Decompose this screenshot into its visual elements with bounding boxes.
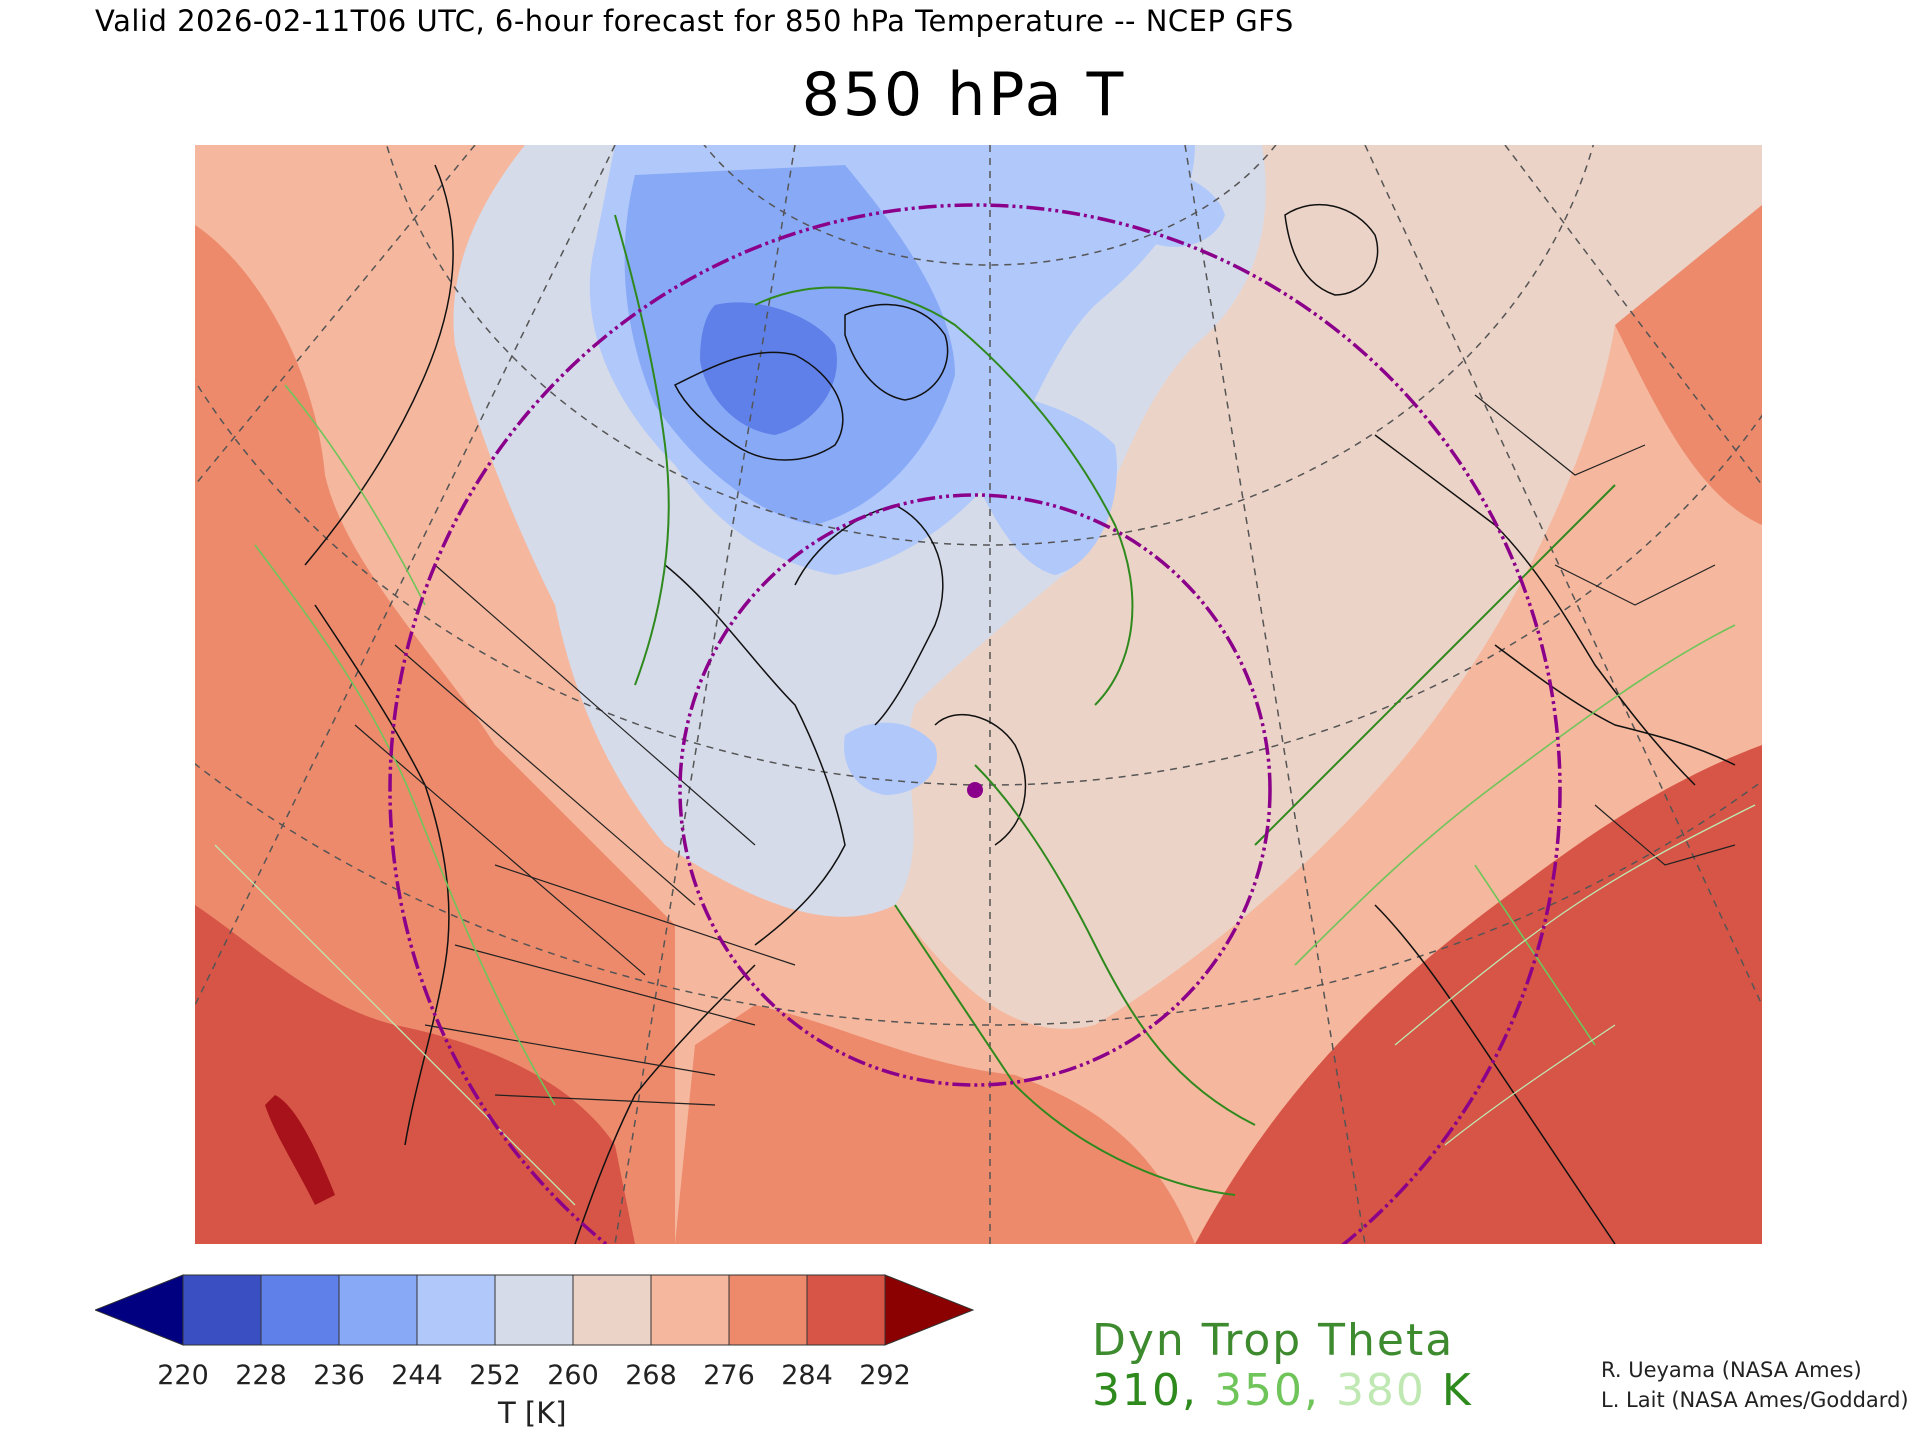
legend-unit: K (1425, 1365, 1473, 1416)
graticule (195, 145, 1762, 1244)
colorbar-segment (806, 1274, 886, 1346)
credits: R. Ueyama (NASA Ames) L. Lait (NASA Ames… (1601, 1355, 1909, 1415)
theta-310-contours (614, 214, 1616, 1196)
credit-line: L. Lait (NASA Ames/Goddard) (1601, 1388, 1909, 1412)
colorbar-segment (260, 1274, 340, 1346)
colorbar-segment (728, 1274, 808, 1346)
credit-line: R. Ueyama (NASA Ames) (1601, 1358, 1862, 1382)
southwest-extreme-spot (265, 1095, 335, 1205)
colorbar-segment (572, 1274, 652, 1346)
legend-separator: , (1303, 1365, 1336, 1416)
colorbar-tick-label: 268 (625, 1360, 677, 1391)
political-borders (354, 394, 1736, 1106)
valid-time-header: Valid 2026-02-11T06 UTC, 6-hour forecast… (95, 4, 1294, 38)
colorbar-underflow-triangle (95, 1274, 184, 1346)
hudson-cold-pool (844, 722, 937, 795)
colorbar (95, 1274, 975, 1346)
coastlines (304, 164, 1736, 1244)
colorbar-tick-label: 228 (235, 1360, 287, 1391)
canadian-archipelago-core (700, 302, 837, 435)
colorbar-tick-label: 284 (781, 1360, 833, 1391)
colorbar-tick-label: 244 (391, 1360, 443, 1391)
legend-values: 310, 350, 380 K (1092, 1365, 1473, 1416)
colorbar-tick-label: 292 (859, 1360, 911, 1391)
nw-arctic-patch (1126, 172, 1225, 247)
europe-warm-zone (1615, 205, 1762, 525)
colorbar-tick-label: 236 (313, 1360, 365, 1391)
colorbar-unit-label: T [K] (498, 1396, 567, 1430)
legend-value-310: 310 (1092, 1365, 1182, 1416)
range-rings (388, 203, 1562, 1244)
colorbar-segment (338, 1274, 418, 1346)
legend-value-380: 380 (1335, 1365, 1426, 1416)
map-panel[interactable] (195, 145, 1762, 1244)
colorbar-tick-label: 252 (469, 1360, 521, 1391)
theta-350-contours (254, 384, 1736, 1106)
western-warm-zone (195, 225, 675, 1244)
legend-separator: , (1181, 1365, 1214, 1416)
page-title: 850 hPa T (801, 60, 1127, 130)
atlantic-warm-sector (675, 1005, 1195, 1244)
colorbar-tick-label: 220 (157, 1360, 209, 1391)
colorbar-overflow-triangle (884, 1274, 975, 1346)
greenland-cold-zone (955, 392, 1117, 575)
colorbar-segment (494, 1274, 574, 1346)
theta-380-contours (214, 804, 1756, 1206)
colorbar-tick-label: 276 (703, 1360, 755, 1391)
legend-value-350: 350 (1213, 1365, 1304, 1416)
colorbar-segment (182, 1274, 262, 1346)
station-marker (967, 782, 983, 798)
colorbar-tick-label: 260 (547, 1360, 599, 1391)
legend-title: Dyn Trop Theta (1092, 1315, 1455, 1366)
colorbar-segment (416, 1274, 496, 1346)
colorbar-segment (650, 1274, 730, 1346)
temperature-map (195, 145, 1762, 1244)
